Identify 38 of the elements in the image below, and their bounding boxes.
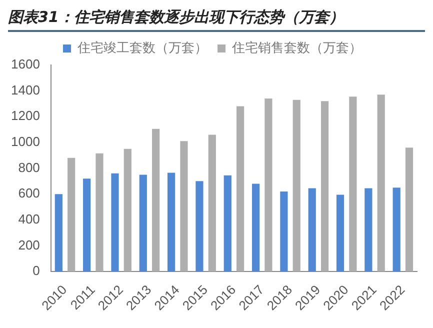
y-tick-label: 0 xyxy=(32,263,40,278)
y-tick-label: 1000 xyxy=(11,134,40,150)
bar xyxy=(236,106,244,272)
legend-label: 住宅竣工套数（万套） xyxy=(76,40,208,56)
bar xyxy=(377,94,385,272)
bar xyxy=(68,158,76,272)
bar xyxy=(308,188,316,272)
y-tick-label: 1600 xyxy=(11,56,40,72)
bar xyxy=(364,188,372,272)
y-tick-label: 1400 xyxy=(11,82,40,98)
bar xyxy=(168,172,176,272)
legend-label: 住宅销售套数（万套） xyxy=(231,40,362,56)
y-tick-label: 800 xyxy=(18,160,40,175)
bar xyxy=(320,101,329,272)
bar xyxy=(336,194,344,272)
bar xyxy=(54,194,62,272)
bar xyxy=(208,134,216,272)
bar xyxy=(139,174,147,272)
bar xyxy=(83,178,91,272)
bar xyxy=(196,181,204,272)
bar xyxy=(96,153,104,272)
bar xyxy=(405,148,414,272)
y-tick-label: 1200 xyxy=(11,108,40,124)
bar xyxy=(224,175,232,272)
bar xyxy=(252,184,260,272)
chart-title: 图表31：住宅销售套数逐步出现下行态势（万套） xyxy=(8,8,425,32)
bar xyxy=(264,98,272,272)
bar xyxy=(280,191,288,272)
bar xyxy=(392,188,400,272)
bar xyxy=(124,148,132,272)
bar xyxy=(152,128,160,272)
bar xyxy=(292,100,300,272)
y-tick-label: 400 xyxy=(18,211,40,226)
bar xyxy=(349,96,357,272)
y-tick-label: 200 xyxy=(18,237,40,252)
y-tick-label: 600 xyxy=(18,186,40,201)
bar xyxy=(180,141,188,272)
bar xyxy=(111,173,119,272)
